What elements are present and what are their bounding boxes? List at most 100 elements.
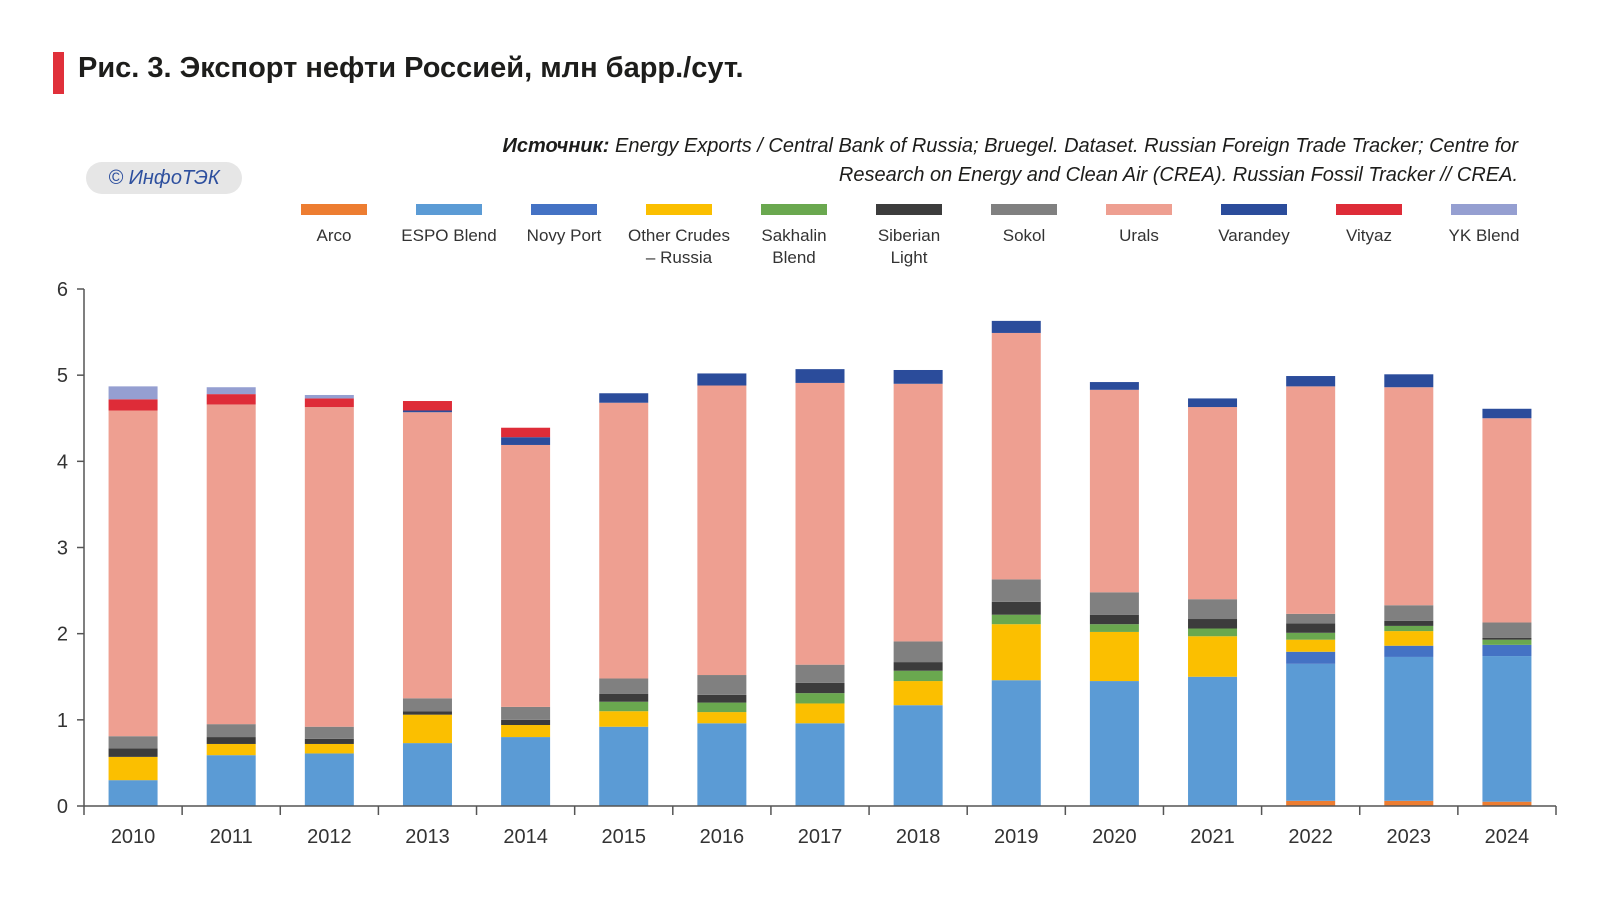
bar-segment — [893, 670, 943, 682]
bar-segment — [1089, 681, 1139, 806]
source-note: Источник: Energy Exports / Central Bank … — [438, 132, 1518, 190]
bar-segment — [108, 748, 158, 757]
bar-segment — [304, 394, 354, 399]
bar-segment — [1089, 631, 1139, 682]
bar-segment — [1482, 644, 1532, 657]
bar-segment — [501, 719, 551, 726]
bar-segment — [991, 601, 1041, 615]
bar-segment — [1286, 386, 1336, 614]
x-tick-label: 2019 — [994, 826, 1039, 848]
y-tick-label: 1 — [57, 710, 68, 732]
x-tick-label: 2013 — [405, 826, 450, 848]
legend-label: Siberian Light — [877, 226, 941, 267]
bar-segment — [991, 320, 1041, 333]
chart-legend: Arco ESPO Blend Novy Port Other Crudes – Rus… — [300, 204, 1540, 274]
bar-segment — [108, 386, 158, 400]
bar-segment — [402, 743, 452, 806]
bar-segment — [206, 724, 256, 738]
bar-segment — [501, 706, 551, 720]
legend-item: Varandey — [1198, 204, 1310, 247]
legend-label: ESPO Blend — [401, 226, 497, 245]
bar-segment — [697, 694, 747, 703]
y-tick-label: 5 — [57, 365, 68, 387]
legend-swatch — [1221, 204, 1287, 215]
bar-segment — [206, 387, 256, 395]
bar-segment — [402, 412, 452, 699]
legend-item: ESPO Blend — [393, 204, 505, 247]
legend-label: Vityaz — [1346, 226, 1392, 245]
bar-segment — [697, 385, 747, 676]
bar-segment — [1286, 623, 1336, 633]
legend-label: Arco — [316, 226, 352, 245]
y-tick-label: 2 — [57, 624, 68, 646]
legend-label: YK Blend — [1448, 226, 1520, 245]
x-tick-label: 2010 — [111, 826, 156, 848]
bar-segment — [1384, 656, 1434, 801]
legend-item: Vityaz — [1313, 204, 1425, 247]
source-label: Источник: — [502, 135, 610, 157]
bar-segment — [108, 756, 158, 781]
bar-segment — [206, 737, 256, 744]
bar-segment — [795, 703, 845, 724]
legend-item: Urals — [1083, 204, 1195, 247]
bar-segment — [697, 712, 747, 724]
source-text-line1: Energy Exports / Central Bank of Russia;… — [615, 135, 1518, 157]
bar-segment — [893, 383, 943, 642]
bar-segment — [697, 702, 747, 713]
bar-segment — [795, 382, 845, 665]
x-tick-label: 2017 — [798, 826, 843, 848]
bar-segment — [697, 373, 747, 386]
bar-segment — [893, 681, 943, 706]
infotek-badge: © ИнфоТЭК — [86, 162, 242, 194]
bar-segment — [1286, 639, 1336, 652]
y-tick-label: 6 — [57, 279, 68, 301]
bar-segment — [599, 701, 649, 712]
bar-segment — [402, 714, 452, 744]
legend-item: Other Crudes – Russia — [623, 204, 735, 269]
source-text-line2: Research on Energy and Clean Air (CREA).… — [838, 164, 1518, 186]
x-tick-label: 2011 — [210, 826, 253, 848]
x-tick-label: 2022 — [1288, 826, 1333, 848]
bar-segment — [206, 755, 256, 806]
bar-segment — [893, 641, 943, 663]
x-tick-label: 2015 — [601, 826, 646, 848]
bar-segment — [206, 394, 256, 405]
bar-segment — [599, 711, 649, 727]
bar-segment — [893, 369, 943, 384]
bar-segment — [1188, 398, 1238, 408]
bar-segment — [1188, 636, 1238, 677]
legend-label: Sakhalin Blend — [761, 226, 827, 267]
bar-segment — [304, 407, 354, 727]
legend-swatch — [876, 204, 942, 215]
bar-segment — [1286, 632, 1336, 640]
bar-segment — [991, 579, 1041, 602]
bar-segment — [991, 332, 1041, 580]
bar-segment — [1384, 620, 1434, 626]
bar-segment — [108, 399, 158, 411]
bar-segment — [1384, 387, 1434, 606]
bar-segment — [599, 402, 649, 679]
bar-segment — [1089, 592, 1139, 615]
bar-segment — [1089, 624, 1139, 632]
bar-segment — [1384, 631, 1434, 646]
legend-item: Sakhalin Blend — [738, 204, 850, 269]
bar-segment — [304, 743, 354, 754]
bar-segment — [304, 726, 354, 739]
bar-segment — [599, 393, 649, 403]
bar-segment — [206, 743, 256, 756]
bar-segment — [1188, 628, 1238, 637]
bar-segment — [1384, 800, 1434, 806]
bar-segment — [795, 723, 845, 806]
bar-segment — [501, 437, 551, 445]
bar-segment — [1286, 651, 1336, 664]
bar-segment — [1188, 407, 1238, 600]
bar-segment — [304, 753, 354, 806]
bar-segment — [1188, 619, 1238, 629]
legend-item: Siberian Light — [853, 204, 965, 269]
bar-segment — [795, 682, 845, 694]
bar-segment — [599, 678, 649, 694]
bar-segment — [795, 664, 845, 683]
bar-segment — [893, 662, 943, 671]
bar-segment — [501, 444, 551, 707]
